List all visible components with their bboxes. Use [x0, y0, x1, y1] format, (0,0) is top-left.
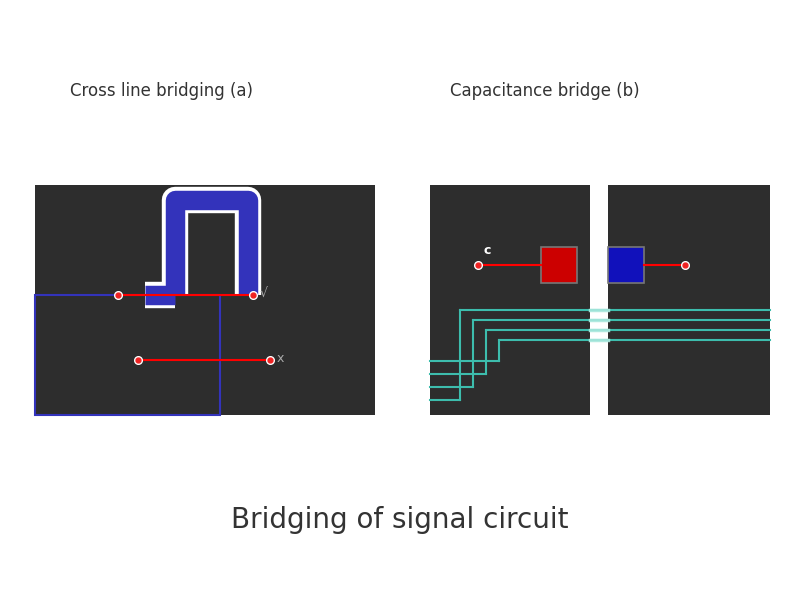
Bar [608, 247, 644, 283]
Text: Cross line bridging (a): Cross line bridging (a) [70, 82, 253, 100]
Text: Capacitance bridge (b): Capacitance bridge (b) [450, 82, 640, 100]
Text: x: x [277, 352, 284, 365]
Bar [430, 185, 590, 415]
Bar [541, 247, 577, 283]
Bar [35, 295, 220, 415]
Text: Bridging of signal circuit: Bridging of signal circuit [231, 506, 569, 534]
Text: c: c [483, 244, 490, 257]
Bar [35, 185, 375, 415]
Bar [608, 185, 770, 415]
Text: √: √ [260, 286, 268, 299]
